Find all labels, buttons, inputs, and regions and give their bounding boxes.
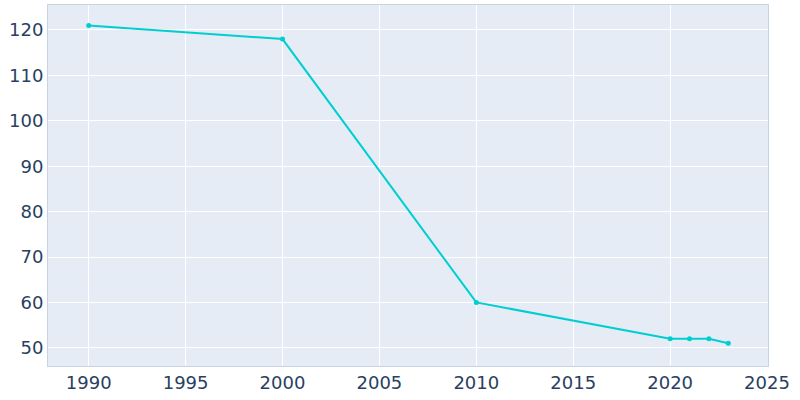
svg-text:100: 100 [9,110,43,131]
svg-text:2020: 2020 [647,372,693,393]
svg-text:2010: 2010 [453,372,499,393]
svg-text:110: 110 [9,65,43,86]
svg-text:60: 60 [20,292,43,313]
svg-text:50: 50 [20,337,43,358]
svg-text:2000: 2000 [260,372,306,393]
svg-text:1995: 1995 [163,372,209,393]
svg-text:120: 120 [9,19,43,40]
svg-text:90: 90 [20,156,43,177]
svg-text:1990: 1990 [66,372,112,393]
svg-text:2015: 2015 [550,372,596,393]
svg-text:2025: 2025 [744,372,790,393]
svg-text:70: 70 [20,246,43,267]
svg-text:80: 80 [20,201,43,222]
svg-text:2005: 2005 [357,372,403,393]
